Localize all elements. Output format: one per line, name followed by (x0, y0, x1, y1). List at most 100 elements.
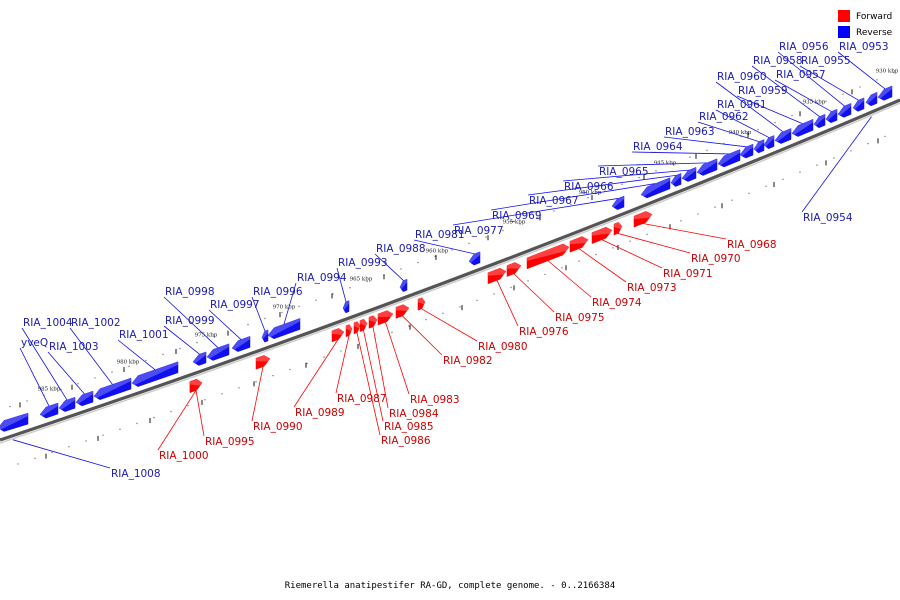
gene-arrow-RIA_1008 (0, 412, 29, 432)
leader-RIA_0984 (372, 326, 389, 409)
track-dot (34, 457, 36, 459)
track-dot (825, 100, 827, 103)
gene-label-RIA_0970: RIA_0970 (691, 253, 741, 265)
gene-arrow-RIA_1000 (189, 378, 203, 393)
leader-RIA_0986 (356, 332, 381, 436)
track-dot (459, 306, 461, 308)
gene-label-RIA_0955: RIA_0955 (801, 55, 851, 67)
gene-arrow-RIA_0956 (837, 102, 852, 118)
kbp-tick-label: 965 kbp (350, 277, 373, 283)
gene-arrow-RIA_0996 (261, 329, 269, 343)
backbone-line (0, 98, 900, 442)
gene-label-RIA_0999: RIA_0999 (165, 315, 215, 327)
gene-arrow-RIA_0999 (192, 351, 207, 366)
leader-RIA_0967 (527, 174, 677, 196)
gene-arrow-RIA_0990 (255, 355, 271, 370)
genome-caption: Riemerella anatipestifer RA-GD, complete… (285, 581, 616, 591)
gene-label-RIA_0984: RIA_0984 (389, 408, 439, 420)
track-dot (68, 446, 70, 448)
gene-arrow-RIA_0983 (377, 310, 394, 326)
gene-label-RIA_0975: RIA_0975 (555, 312, 605, 324)
leader-RIA_0990 (251, 366, 264, 422)
leader-RIA_0976 (496, 280, 519, 327)
gene-arrow-RIA_0963 (739, 143, 754, 159)
track-dot (595, 253, 597, 256)
kbp-tick-label: 960 kbp (426, 249, 449, 255)
gene-arrow-RIA_0962 (753, 139, 765, 154)
gene-label-RIA_0976: RIA_0976 (519, 326, 569, 338)
kbp-tick-label: 930 kbp (876, 69, 899, 75)
track-dot (264, 317, 266, 320)
track-dot (867, 142, 869, 145)
track-dot (187, 405, 189, 407)
gene-arrow-RIA_0957 (825, 108, 838, 124)
gene-arrow-RIA_0976 (487, 267, 507, 285)
leader-RIA_0966 (562, 169, 690, 182)
track-dot (119, 428, 121, 431)
gene-arrow-RIA_0980 (417, 297, 426, 311)
track-dot (17, 463, 19, 465)
leader-RIA_0983 (385, 322, 410, 395)
leader-RIA_0988 (374, 253, 404, 281)
kbp-tick-label: 985 kbp (38, 387, 61, 393)
track-dot (442, 312, 444, 314)
track-dot (884, 135, 886, 138)
gene-label-RIA_0969: RIA_0969 (492, 210, 542, 222)
leader-RIA_0955 (799, 65, 859, 101)
track-dot (706, 149, 708, 152)
leader-RIA_0975 (513, 273, 555, 313)
track-dot (247, 323, 249, 326)
label-leaders (12, 51, 886, 469)
track-dot (238, 387, 240, 389)
gene-label-RIA_0977: RIA_0977 (454, 225, 504, 237)
track-dot (366, 280, 368, 283)
gene-label-RIA_1000: RIA_1000 (159, 450, 209, 462)
gene-arrow-RIA_0973 (569, 236, 589, 253)
gene-arrow-RIA_0965 (696, 158, 718, 176)
leader-RIA_1008 (12, 439, 111, 469)
gene-arrow-RIA_0982 (395, 304, 410, 319)
track-dot (816, 164, 818, 166)
gene-arrow-RIA_0977 (611, 195, 625, 210)
gene-label-RIA_0983: RIA_0983 (410, 394, 460, 406)
track-dot (876, 79, 878, 81)
leader-RIA_0994 (283, 282, 297, 325)
gene-arrow-RIA_0958 (813, 113, 826, 129)
track-dot (272, 374, 274, 377)
gene-label-RIA_1001: RIA_1001 (119, 329, 169, 341)
gene-arrow-RIA_0955 (852, 97, 865, 112)
gene-arrow-RIA_0987 (345, 324, 353, 338)
gene-label-RIA_0960: RIA_0960 (717, 71, 767, 83)
legend-reverse-label: Reverse (856, 28, 893, 38)
track-dot (833, 157, 835, 159)
track-dot (748, 192, 750, 194)
track-dot (689, 156, 691, 158)
leader-RIA_0964 (631, 151, 730, 155)
track-dot (391, 331, 393, 334)
gene-label-yveQ: yveQ (21, 337, 48, 349)
track-dot (128, 365, 130, 367)
leader-RIA_0969 (490, 183, 656, 211)
gene-arrow-RIA_0998 (206, 343, 230, 361)
gene-label-RIA_0997: RIA_0997 (210, 299, 260, 311)
kbp-ticks: 930 kbp 935 kbp 940 kbp 945 kbp 950 kbp 955 k… (38, 69, 899, 393)
gene-arrow-RIA_0961 (763, 135, 775, 150)
track-dot (791, 114, 793, 117)
gene-label-RIA_0962: RIA_0962 (699, 111, 749, 123)
kbp-tick-label: 935 kbp (803, 99, 826, 105)
track-dot (476, 299, 478, 302)
gene-label-RIA_0985: RIA_0985 (384, 421, 434, 433)
gene-label-RIA_0968: RIA_0968 (727, 239, 777, 251)
gene-label-RIA_1008: RIA_1008 (111, 468, 161, 480)
gene-arrow-RIA_0967 (670, 172, 682, 187)
track-dot (306, 362, 308, 365)
gene-label-RIA_0995: RIA_0995 (205, 436, 255, 448)
track-dot (782, 178, 784, 180)
gene-labels: RIA_0953 RIA_0954 RIA_0955 RIA_0956 RIA_0957… (21, 41, 889, 480)
leader-RIA_0987 (335, 335, 350, 394)
gene-arrow-RIA_0953 (877, 85, 893, 101)
gene-label-RIA_0956: RIA_0956 (779, 41, 829, 53)
gene-arrow-RIA_0970 (613, 221, 623, 236)
gene-label-RIA_0974: RIA_0974 (592, 297, 642, 309)
kbp-tick-label: 975 kbp (195, 332, 218, 338)
